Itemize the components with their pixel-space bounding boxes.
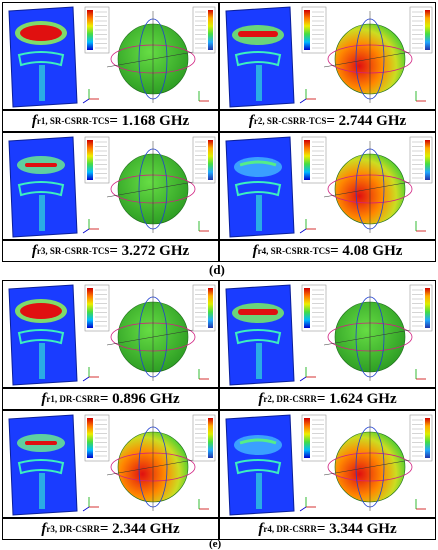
caption-e1: f r1, DR-CSRR = 0.896 GHz <box>2 388 219 410</box>
sim-panel-d3 <box>2 132 219 240</box>
caption-e3: f r3, DR-CSRR = 2.344 GHz <box>2 518 219 540</box>
sim-panel-e3 <box>2 410 219 518</box>
caption-e4: f r4, DR-CSRR = 3.344 GHz <box>219 518 436 540</box>
field-plot-svg <box>225 6 433 108</box>
caption-d3: f r3, SR-CSRR-TCS = 3.272 GHz <box>2 240 219 262</box>
caption-d4: f r4, SR-CSRR-TCS = 4.08 GHz <box>219 240 436 262</box>
section-d-label: (d) <box>209 262 225 277</box>
caption-d1: f r1, SR-CSRR-TCS = 1.168 GHz <box>2 110 219 132</box>
field-plot-svg <box>8 284 216 386</box>
sim-panel-e2 <box>219 280 436 388</box>
sim-panel-e4 <box>219 410 436 518</box>
section-e-label: (e) <box>209 538 222 550</box>
caption-d2: f r2, SR-CSRR-TCS = 2.744 GHz <box>219 110 436 132</box>
field-plot-svg <box>225 414 433 516</box>
sim-panel-d2 <box>219 2 436 110</box>
caption-e2: f r2, DR-CSRR = 1.624 GHz <box>219 388 436 410</box>
sim-panel-d1 <box>2 2 219 110</box>
sim-panel-d4 <box>219 132 436 240</box>
sim-panel-e1 <box>2 280 219 388</box>
field-plot-svg <box>225 136 433 238</box>
field-plot-svg <box>8 136 216 238</box>
field-plot-svg <box>225 284 433 386</box>
field-plot-svg <box>8 414 216 516</box>
field-plot-svg <box>8 6 216 108</box>
